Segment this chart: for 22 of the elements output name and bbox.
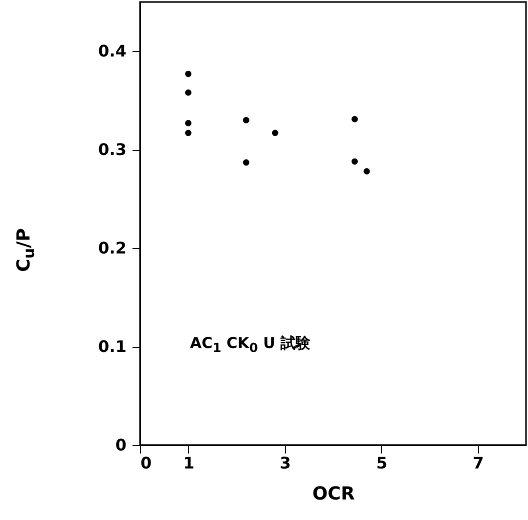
point — [185, 70, 192, 78]
point — [242, 116, 250, 124]
y-tick-label: 0.4 — [98, 42, 126, 61]
x-tick-label: 1 — [183, 454, 194, 472]
annotation: AC$_{1}$ CK$_{0}$ U 試験 — [190, 334, 311, 355]
point — [272, 130, 278, 136]
point — [185, 130, 192, 136]
y-tick-label: 0.1 — [98, 337, 126, 356]
y-tick-label: 0.2 — [98, 238, 126, 258]
point — [364, 168, 370, 174]
x-tick-label: 5 — [376, 454, 388, 472]
point — [352, 158, 358, 165]
y-tick-label: 0.3 — [98, 140, 126, 160]
x-axis-title: OCR — [312, 484, 355, 504]
x-tick-label: 0 — [140, 454, 152, 472]
point — [185, 120, 192, 126]
point — [185, 89, 192, 96]
y-tick-label: 0 — [115, 436, 126, 454]
point — [242, 159, 250, 166]
x-tick-label: 3 — [280, 454, 291, 472]
point — [352, 116, 358, 122]
x-tick-label: 7 — [472, 454, 484, 472]
